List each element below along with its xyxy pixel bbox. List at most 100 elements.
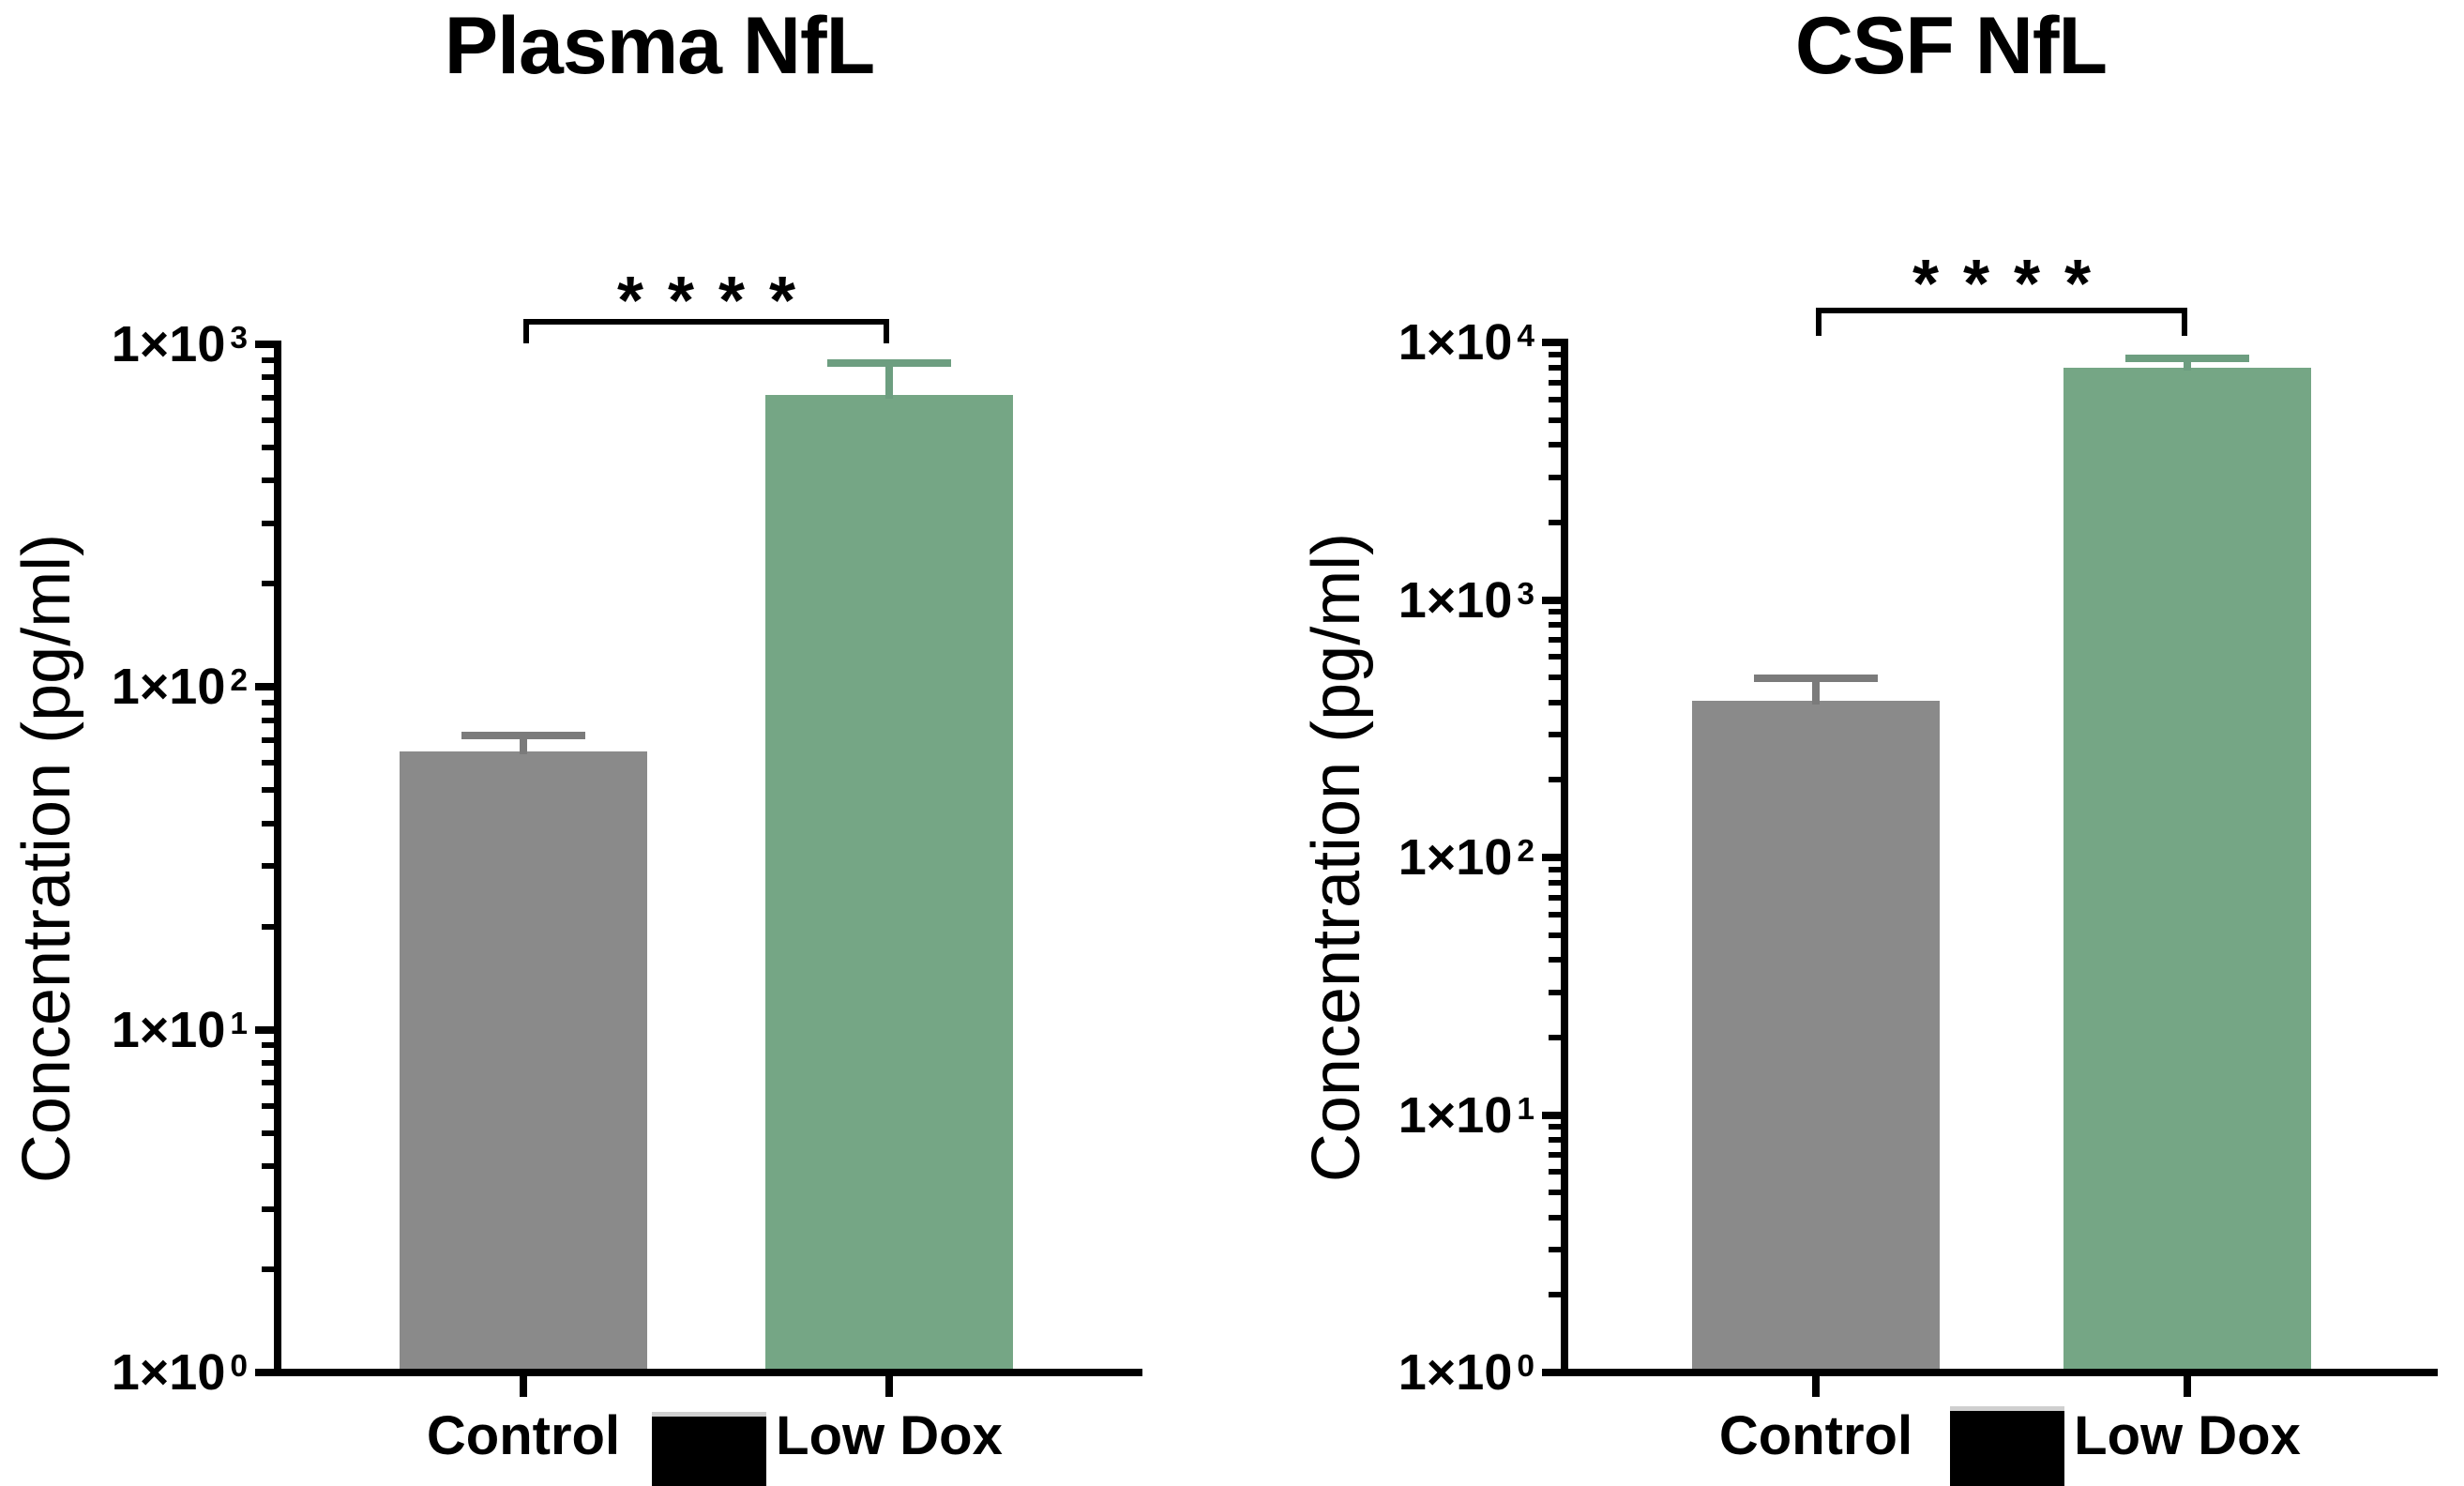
y-minor-tick [262,1266,278,1272]
chart-title: Plasma NfL [444,1,875,91]
y-tick-label: 1×10 2 [111,659,248,715]
y-tick-label: 1×10 1 [1398,1087,1534,1144]
y-minor-tick [1549,675,1565,680]
y-minor-tick [262,737,278,743]
y-minor-tick [262,1206,278,1212]
y-minor-tick [262,863,278,869]
y-minor-tick [262,1130,278,1136]
y-minor-tick [1549,417,1565,423]
y-minor-tick [1549,990,1565,995]
bar-low-dox [765,395,1013,1372]
significance-stars: **** [1912,247,2116,322]
y-minor-tick [262,478,278,483]
y-minor-tick [1549,1035,1565,1040]
y-minor-tick [262,924,278,930]
category-label-control: Control [426,1405,621,1466]
x-axis-tick [2184,1376,2191,1397]
y-minor-tick [262,357,278,363]
y-minor-tick [1549,1247,1565,1252]
category-label-low-dox: Low Dox [2074,1405,2301,1466]
y-tick-label: 1×10 2 [1398,829,1534,886]
y-major-tick [255,341,281,348]
bar-low-dox [2063,368,2311,1372]
y-minor-tick [262,1080,278,1085]
y-minor-tick [1549,880,1565,886]
significance-bracket [523,319,889,343]
y-minor-tick [1549,397,1565,402]
y-major-tick [255,1369,281,1376]
legend-swatch-partial [1950,1406,2064,1486]
error-bar-stem [1812,678,1820,705]
error-bar-cap [827,359,951,367]
y-minor-tick [262,395,278,401]
y-tick-label: 1×10 3 [111,316,248,372]
y-minor-tick [262,1163,278,1169]
y-minor-tick [1549,1169,1565,1175]
bar-control [1692,701,1940,1372]
y-minor-tick [262,374,278,380]
y-tick-label: 1×10 0 [111,1344,248,1401]
error-bar-cap [1754,675,1878,682]
category-label-low-dox: Low Dox [776,1405,1003,1466]
y-minor-tick [1549,867,1565,872]
x-axis-line [274,1369,1142,1376]
y-minor-tick [1549,732,1565,737]
y-tick-label: 1×10 3 [1398,572,1534,629]
legend-swatch-top-strip [652,1412,766,1417]
y-minor-tick [262,760,278,766]
bar-control [400,751,647,1372]
y-minor-tick [1549,352,1565,357]
y-minor-tick [1549,1152,1565,1158]
x-axis-tick [520,1376,527,1397]
error-bar-cap [2125,355,2249,362]
y-minor-tick [262,417,278,423]
y-major-tick [1542,339,1568,346]
y-tick-label: 1×10 0 [1398,1344,1534,1401]
x-axis-tick [885,1376,893,1397]
y-minor-tick [1549,912,1565,917]
y-minor-tick [1549,475,1565,480]
error-bar-stem [520,735,527,754]
y-minor-tick [1549,365,1565,371]
error-bar-stem [2184,358,2191,371]
y-minor-tick [262,787,278,793]
y-minor-tick [262,1042,278,1048]
y-major-tick [255,683,281,690]
y-minor-tick [1549,1292,1565,1297]
y-minor-tick [1549,1215,1565,1221]
y-major-tick [255,1026,281,1034]
y-axis-line [274,341,281,1376]
y-major-tick [1542,1112,1568,1119]
y-minor-tick [262,521,278,526]
y-minor-tick [262,1103,278,1109]
y-minor-tick [262,581,278,586]
legend-swatch-partial [652,1412,766,1486]
category-label-control: Control [1718,1405,1913,1466]
x-axis-line [1561,1369,2438,1376]
y-minor-tick [262,821,278,826]
error-bar-stem [885,363,893,399]
y-tick-label: 1×10 4 [1398,314,1534,371]
chart-title: CSF NfL [1794,1,2108,91]
y-minor-tick [1549,1190,1565,1195]
y-minor-tick [1549,609,1565,614]
y-minor-tick [1549,442,1565,447]
y-minor-tick [262,718,278,723]
y-major-tick [1542,1369,1568,1376]
error-bar-cap [461,732,585,739]
y-minor-tick [1549,380,1565,386]
legend-swatch-top-strip [1950,1406,2064,1411]
y-minor-tick [1549,622,1565,628]
y-tick-label: 1×10 1 [111,1002,248,1058]
y-minor-tick [1549,1137,1565,1143]
y-minor-tick [262,700,278,705]
y-minor-tick [1549,700,1565,705]
y-minor-tick [1549,957,1565,963]
y-minor-tick [1549,895,1565,901]
y-minor-tick [262,445,278,450]
y-major-tick [1542,854,1568,861]
y-minor-tick [1549,637,1565,643]
y-minor-tick [1549,777,1565,782]
y-major-tick [1542,597,1568,604]
